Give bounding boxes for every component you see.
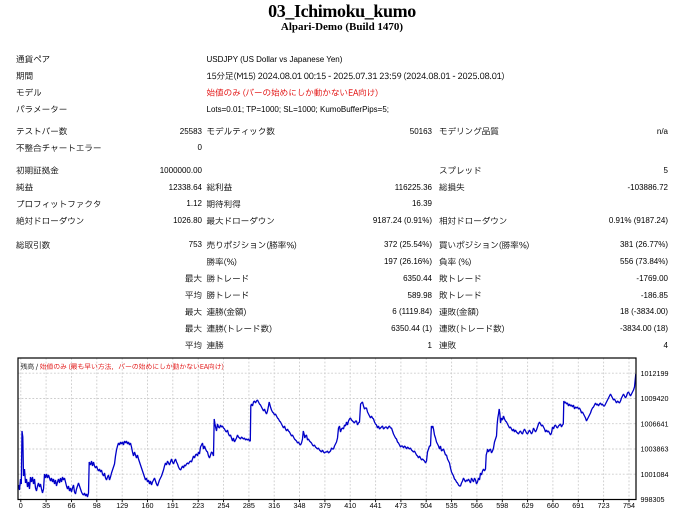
svg-text:691: 691 (572, 501, 584, 510)
svg-text:998305: 998305 (641, 495, 665, 504)
svg-text:410: 410 (344, 501, 356, 510)
svg-text:1001084: 1001084 (641, 470, 669, 479)
svg-text:723: 723 (598, 501, 610, 510)
svg-text:1006641: 1006641 (641, 419, 669, 428)
svg-text:348: 348 (294, 501, 306, 510)
svg-text:254: 254 (218, 501, 230, 510)
svg-text:629: 629 (522, 501, 534, 510)
svg-text:285: 285 (243, 501, 255, 510)
svg-text:191: 191 (167, 501, 179, 510)
svg-text:1003863: 1003863 (641, 445, 669, 454)
svg-text:473: 473 (395, 501, 407, 510)
svg-text:35: 35 (42, 501, 50, 510)
svg-text:566: 566 (471, 501, 483, 510)
svg-text:129: 129 (116, 501, 128, 510)
svg-text:316: 316 (268, 501, 280, 510)
svg-text:441: 441 (370, 501, 382, 510)
svg-text:660: 660 (547, 501, 559, 510)
svg-text:223: 223 (192, 501, 204, 510)
svg-text:598: 598 (496, 501, 508, 510)
svg-text:1012199: 1012199 (641, 369, 669, 378)
svg-text:98: 98 (93, 501, 101, 510)
svg-text:0: 0 (19, 501, 23, 510)
svg-text:504: 504 (420, 501, 432, 510)
svg-text:66: 66 (68, 501, 76, 510)
svg-text:535: 535 (446, 501, 458, 510)
svg-text:1009420: 1009420 (641, 394, 669, 403)
svg-text:379: 379 (319, 501, 331, 510)
svg-text:754: 754 (623, 501, 635, 510)
svg-text:160: 160 (142, 501, 154, 510)
